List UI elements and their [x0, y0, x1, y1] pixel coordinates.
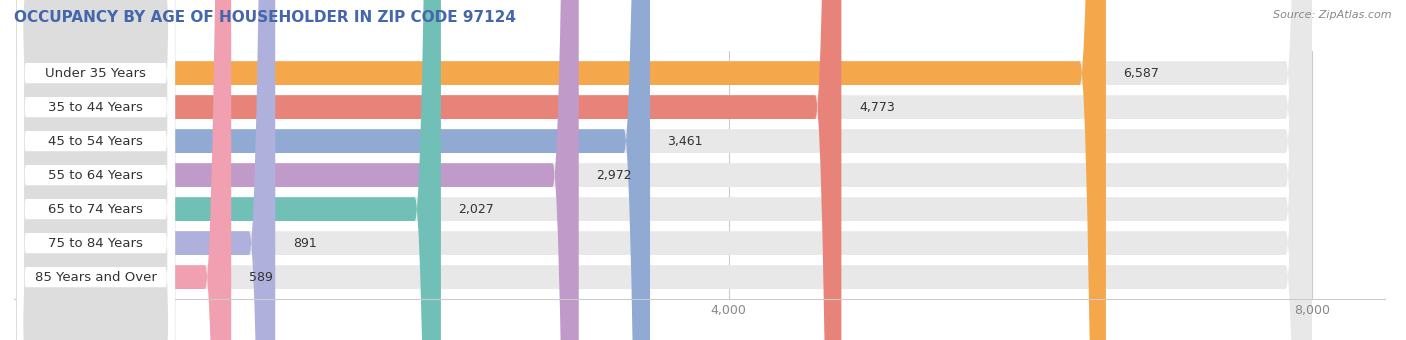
- FancyBboxPatch shape: [145, 0, 650, 340]
- FancyBboxPatch shape: [145, 0, 1312, 340]
- FancyBboxPatch shape: [17, 0, 174, 340]
- FancyBboxPatch shape: [17, 0, 176, 340]
- Text: Under 35 Years: Under 35 Years: [45, 67, 146, 80]
- Text: 4,773: 4,773: [859, 101, 894, 114]
- Text: 55 to 64 Years: 55 to 64 Years: [48, 169, 143, 182]
- FancyBboxPatch shape: [145, 0, 1312, 340]
- FancyBboxPatch shape: [145, 0, 1312, 340]
- FancyBboxPatch shape: [17, 0, 176, 340]
- FancyBboxPatch shape: [145, 0, 841, 340]
- FancyBboxPatch shape: [17, 0, 174, 340]
- Text: 2,972: 2,972: [596, 169, 631, 182]
- FancyBboxPatch shape: [145, 0, 441, 340]
- Text: 75 to 84 Years: 75 to 84 Years: [48, 237, 143, 250]
- FancyBboxPatch shape: [145, 0, 1312, 340]
- FancyBboxPatch shape: [17, 0, 174, 340]
- Text: OCCUPANCY BY AGE OF HOUSEHOLDER IN ZIP CODE 97124: OCCUPANCY BY AGE OF HOUSEHOLDER IN ZIP C…: [14, 10, 516, 25]
- FancyBboxPatch shape: [17, 0, 174, 340]
- FancyBboxPatch shape: [145, 0, 579, 340]
- Text: 3,461: 3,461: [668, 135, 703, 148]
- FancyBboxPatch shape: [17, 0, 174, 340]
- Text: 85 Years and Over: 85 Years and Over: [35, 271, 156, 284]
- Text: 35 to 44 Years: 35 to 44 Years: [48, 101, 143, 114]
- Text: 589: 589: [249, 271, 273, 284]
- Text: 65 to 74 Years: 65 to 74 Years: [48, 203, 143, 216]
- Text: 45 to 54 Years: 45 to 54 Years: [48, 135, 143, 148]
- FancyBboxPatch shape: [17, 0, 176, 340]
- FancyBboxPatch shape: [17, 0, 176, 340]
- Text: Source: ZipAtlas.com: Source: ZipAtlas.com: [1274, 10, 1392, 20]
- FancyBboxPatch shape: [145, 0, 1312, 340]
- FancyBboxPatch shape: [17, 0, 174, 340]
- FancyBboxPatch shape: [145, 0, 276, 340]
- FancyBboxPatch shape: [145, 0, 1312, 340]
- FancyBboxPatch shape: [17, 0, 174, 340]
- Text: 891: 891: [292, 237, 316, 250]
- FancyBboxPatch shape: [145, 0, 231, 340]
- FancyBboxPatch shape: [145, 0, 1107, 340]
- FancyBboxPatch shape: [145, 0, 1312, 340]
- FancyBboxPatch shape: [17, 0, 176, 340]
- FancyBboxPatch shape: [17, 0, 176, 340]
- FancyBboxPatch shape: [17, 0, 176, 340]
- Text: 2,027: 2,027: [458, 203, 494, 216]
- Text: 6,587: 6,587: [1123, 67, 1160, 80]
